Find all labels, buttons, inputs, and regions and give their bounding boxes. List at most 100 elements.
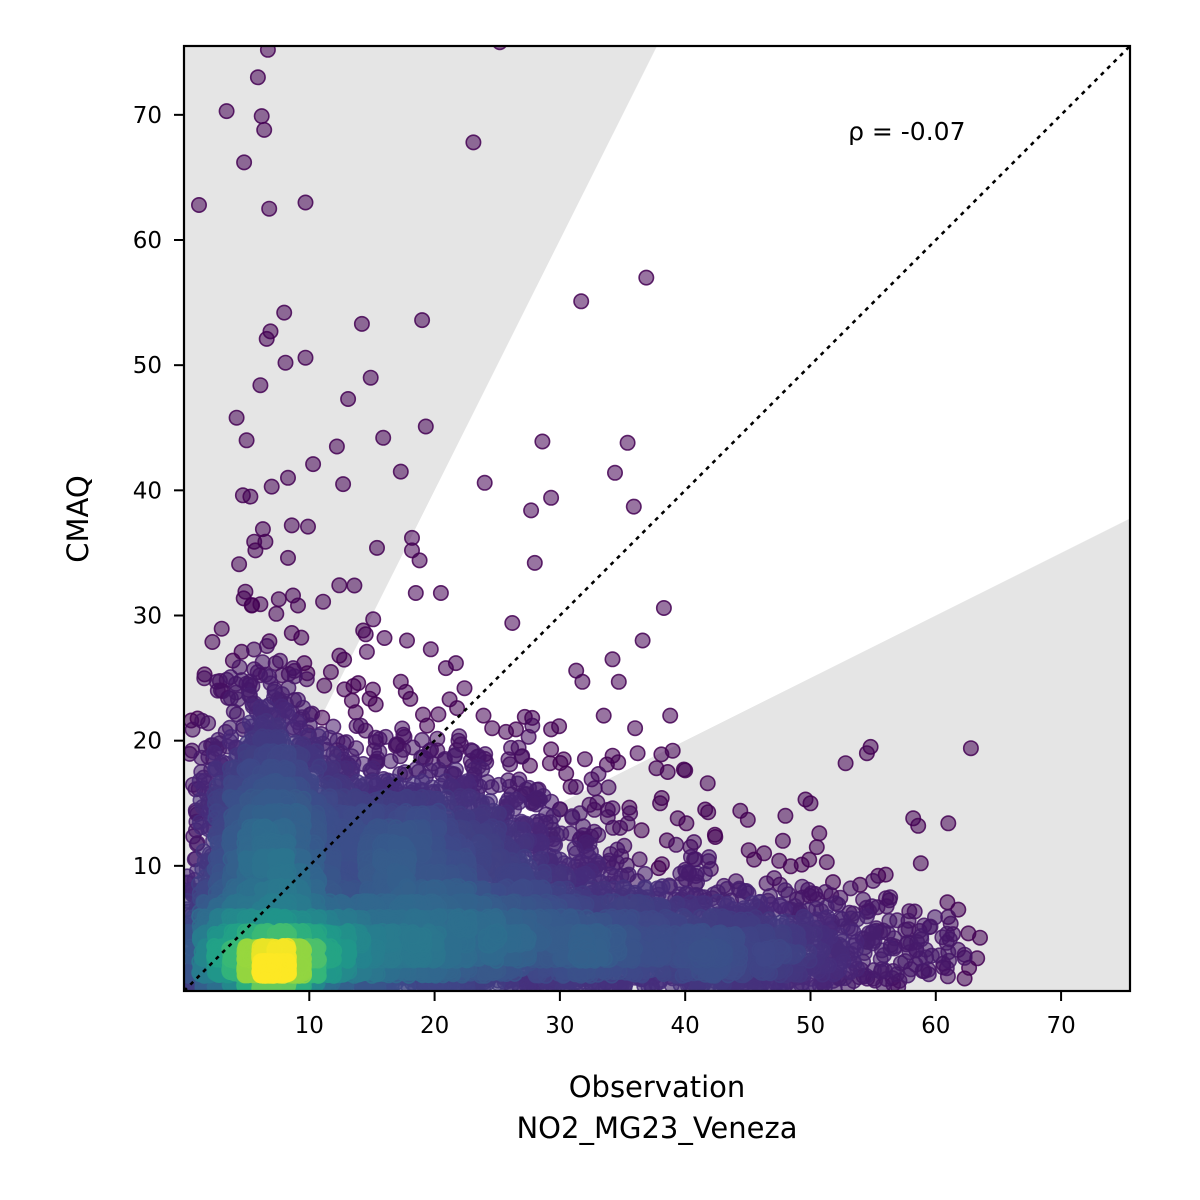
data-point <box>629 745 646 762</box>
data-point <box>526 554 543 571</box>
data-point <box>960 925 977 942</box>
data-point <box>543 721 560 738</box>
data-point <box>653 746 670 763</box>
data-point <box>662 707 679 724</box>
data-point <box>507 721 524 738</box>
data-point <box>705 967 722 984</box>
data-point <box>654 878 671 895</box>
data-point <box>771 852 788 869</box>
data-point <box>276 304 293 321</box>
data-point <box>747 979 764 991</box>
data-point <box>700 849 717 866</box>
data-point <box>398 632 415 649</box>
data-point <box>253 108 270 125</box>
data-point <box>207 760 224 777</box>
data-point <box>962 740 979 757</box>
data-point <box>511 880 528 897</box>
data-point <box>842 880 859 897</box>
data-point <box>604 651 621 668</box>
data-point <box>652 795 669 812</box>
data-point <box>246 641 263 658</box>
data-point <box>659 763 676 780</box>
data-point <box>699 775 716 792</box>
data-point <box>543 489 560 506</box>
data-point <box>297 194 314 211</box>
data-point <box>456 680 473 697</box>
data-point <box>368 539 385 556</box>
data-point <box>325 745 342 762</box>
data-point <box>257 533 274 550</box>
data-point <box>600 779 617 796</box>
data-point <box>956 946 973 963</box>
data-point <box>696 865 713 882</box>
data-point <box>460 788 477 805</box>
data-point <box>465 134 482 151</box>
data-point <box>534 433 551 450</box>
data-point <box>606 464 623 481</box>
data-point <box>261 668 278 685</box>
data-point <box>228 409 245 426</box>
data-point <box>837 755 854 772</box>
data-point <box>431 819 448 836</box>
data-point <box>222 669 239 686</box>
data-point <box>422 641 439 658</box>
data-point <box>377 728 394 745</box>
data-point <box>413 731 430 748</box>
data-point <box>862 738 879 755</box>
data-point <box>402 690 419 707</box>
data-point <box>634 632 651 649</box>
data-point <box>414 847 431 864</box>
data-point <box>940 908 957 925</box>
data-point <box>507 791 524 808</box>
data-point <box>622 805 639 822</box>
data-point <box>324 866 341 883</box>
data-point <box>523 502 540 519</box>
data-point <box>328 438 345 455</box>
data-point <box>432 584 449 601</box>
data-point <box>242 488 259 505</box>
data-point <box>231 556 248 573</box>
data-point <box>910 817 927 834</box>
data-point <box>586 780 603 797</box>
data-point <box>690 923 707 940</box>
data-point <box>751 941 768 958</box>
data-point <box>756 845 773 862</box>
data-point <box>877 866 894 883</box>
data-point <box>315 593 332 610</box>
data-point <box>700 804 717 821</box>
data-point <box>353 315 370 332</box>
data-point <box>396 728 413 745</box>
data-point <box>619 434 636 451</box>
data-point <box>716 911 733 928</box>
data-point <box>484 720 501 737</box>
data-point <box>218 103 235 120</box>
data-point <box>917 941 934 958</box>
data-point <box>504 614 521 631</box>
data-point <box>271 652 288 669</box>
data-point <box>801 851 818 868</box>
data-point <box>256 121 273 138</box>
data-point <box>247 542 264 559</box>
data-point <box>305 456 322 473</box>
data-point <box>625 498 642 515</box>
data-point <box>524 795 541 812</box>
data-point <box>475 707 492 724</box>
data-point <box>437 660 454 677</box>
data-point <box>558 765 575 782</box>
data-point <box>574 673 591 690</box>
data-point <box>712 925 729 942</box>
data-point <box>258 330 275 347</box>
data-point <box>289 597 306 614</box>
data-point <box>335 476 352 493</box>
data-point <box>237 583 254 600</box>
data-point <box>268 605 285 622</box>
data-point <box>365 611 382 628</box>
data-point <box>392 463 409 480</box>
data-point <box>913 927 930 944</box>
data-point <box>252 596 269 613</box>
data-point <box>414 312 431 329</box>
data-point <box>811 825 828 842</box>
data-point <box>678 815 695 832</box>
data-point <box>376 629 393 646</box>
data-point <box>707 828 724 845</box>
